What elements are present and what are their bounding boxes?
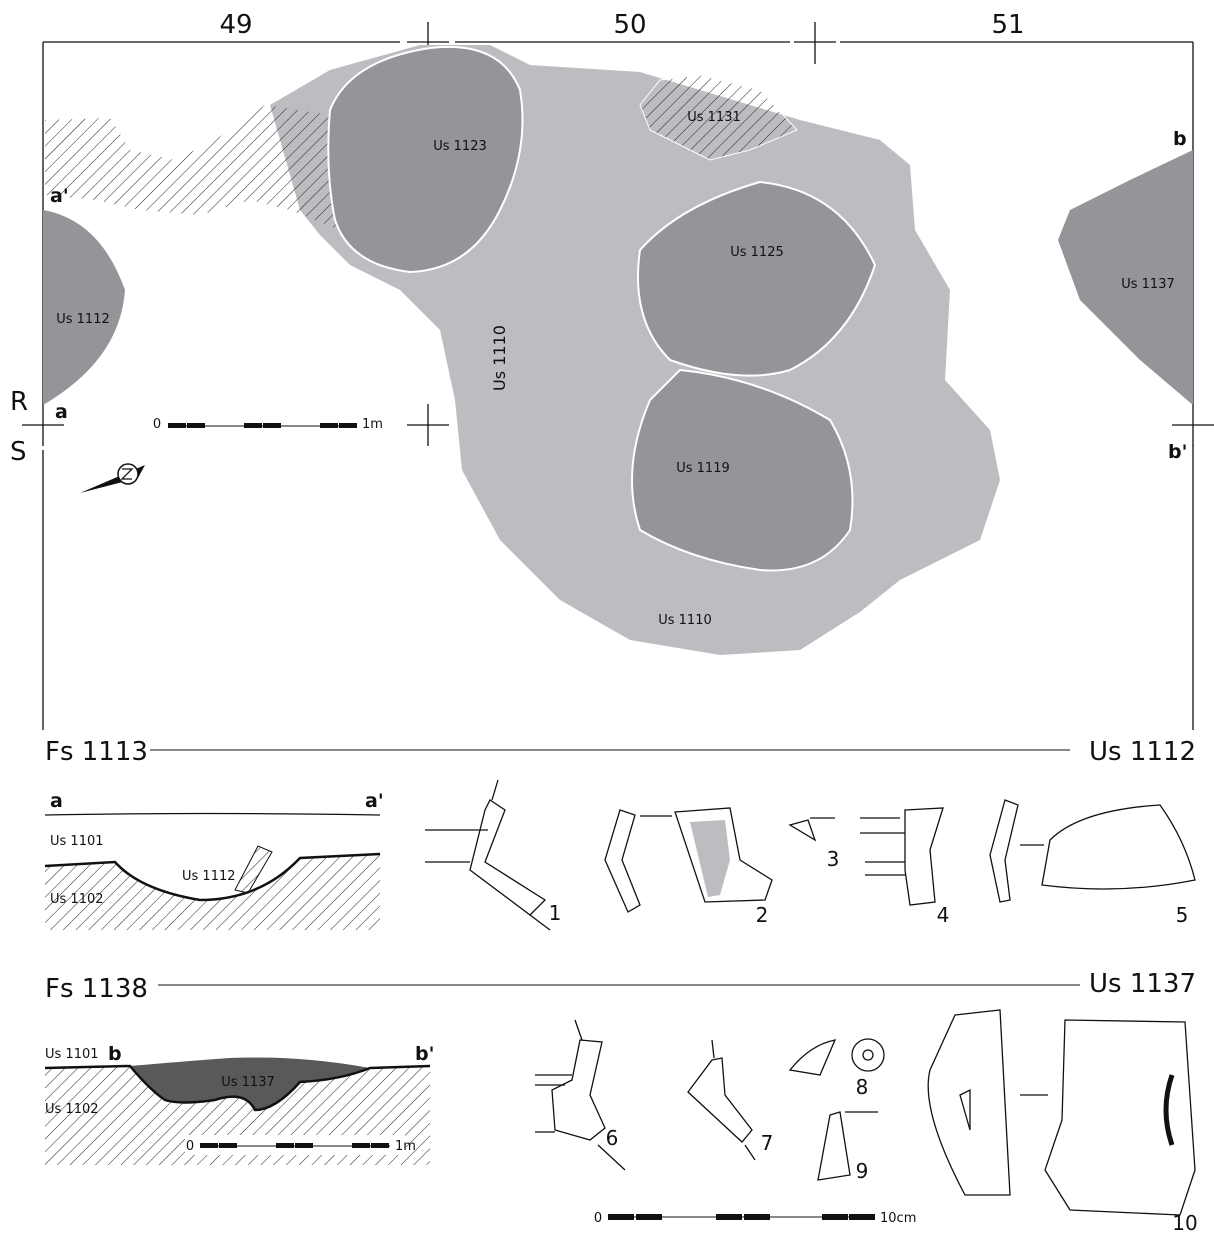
unit-label: Us 1137	[1121, 277, 1175, 292]
scale-label: 1m	[362, 417, 383, 432]
inclusion	[234, 845, 273, 894]
scale-label: 10cm	[880, 1211, 916, 1226]
row-label: S	[10, 437, 27, 467]
find-number: 1	[549, 901, 562, 925]
section-point: b'	[415, 1043, 434, 1065]
find	[959, 1088, 971, 1131]
cut-line	[44, 852, 381, 902]
unit-title: Us 1112	[1089, 737, 1196, 767]
unit-title: Us 1137	[1089, 969, 1196, 999]
find-number: 6	[606, 1126, 619, 1150]
feature-title: Fs 1138	[45, 974, 148, 1004]
hatched-area	[45, 105, 340, 230]
find-number: 4	[937, 903, 950, 927]
find	[551, 1039, 606, 1141]
unit-1131	[639, 74, 798, 161]
unit-label: Us 1110	[658, 613, 712, 628]
scale-label: 0	[186, 1139, 194, 1154]
unit-label: Us 1123	[433, 139, 487, 154]
unit-label: Us 1131	[687, 110, 741, 125]
arrow-circle	[117, 463, 139, 485]
layer-label: Us 1101	[50, 834, 104, 849]
scale-label: 0	[594, 1211, 602, 1226]
section-point: a	[55, 401, 68, 423]
find-ticks	[711, 1039, 1048, 1161]
finds-2	[535, 1009, 1196, 1216]
find	[989, 799, 1019, 903]
unit-label: Us 1119	[676, 461, 730, 476]
find	[788, 1039, 837, 1076]
find	[862, 1049, 874, 1061]
scale-bars	[608, 1214, 875, 1220]
unit-1119	[631, 368, 854, 572]
plan-scale	[168, 423, 357, 428]
unit-1137	[1058, 150, 1193, 405]
section-point: b	[108, 1043, 122, 1065]
section-point: a	[50, 790, 63, 812]
north-arrow	[80, 463, 145, 493]
grid-label: 49	[219, 10, 252, 40]
unit-label: Us 1125	[730, 245, 784, 260]
hatched-layer	[45, 854, 380, 930]
scale-label: 1m	[395, 1139, 416, 1154]
finds-scale	[608, 1214, 875, 1220]
find	[817, 1111, 851, 1181]
find-number: 5	[1176, 903, 1189, 927]
find-number: 10	[1172, 1211, 1197, 1235]
grid-label: 51	[991, 10, 1024, 40]
layer-label: Us 1101	[45, 1047, 99, 1062]
find-number: 2	[756, 903, 769, 927]
finds-1	[425, 779, 1196, 931]
layer-label: Us 1112	[182, 869, 236, 884]
cut-line	[44, 1064, 431, 1112]
find-number: 3	[827, 847, 840, 871]
find-lines	[535, 1019, 626, 1171]
find	[904, 807, 944, 906]
find	[1044, 1019, 1196, 1216]
layer-label: Us 1137	[221, 1075, 275, 1090]
unit-1137-fill	[130, 1057, 370, 1110]
find	[469, 799, 547, 916]
unit-1112	[43, 210, 125, 405]
section-point: a'	[50, 185, 69, 207]
section-point: b'	[1168, 441, 1187, 463]
find	[788, 819, 817, 842]
find-number: 9	[856, 1159, 869, 1183]
feature-title: Fs 1113	[45, 737, 148, 767]
find	[687, 1057, 753, 1143]
find-number: 8	[856, 1075, 869, 1099]
arrow-n	[120, 468, 134, 480]
unit-1123	[327, 46, 524, 273]
find-lines	[860, 817, 905, 876]
find	[1041, 804, 1196, 890]
find-detail	[1163, 1074, 1175, 1146]
layer-label: Us 1102	[45, 1102, 99, 1117]
layer-label: Us 1102	[50, 892, 104, 907]
find-fill	[690, 820, 730, 897]
find-ticks	[640, 815, 1044, 846]
unit-label: Us 1110	[490, 325, 509, 391]
row-label: R	[10, 387, 28, 417]
unit-label: Us 1112	[56, 312, 110, 327]
unit-1125	[637, 180, 877, 377]
find	[604, 809, 641, 913]
section-point: a'	[365, 790, 384, 812]
ground-line	[44, 812, 381, 816]
scale-label: 0	[153, 417, 161, 432]
find-lines	[425, 779, 551, 931]
find-number: 7	[761, 1131, 774, 1155]
section-point: b	[1173, 128, 1187, 150]
grid-label: 50	[613, 10, 646, 40]
